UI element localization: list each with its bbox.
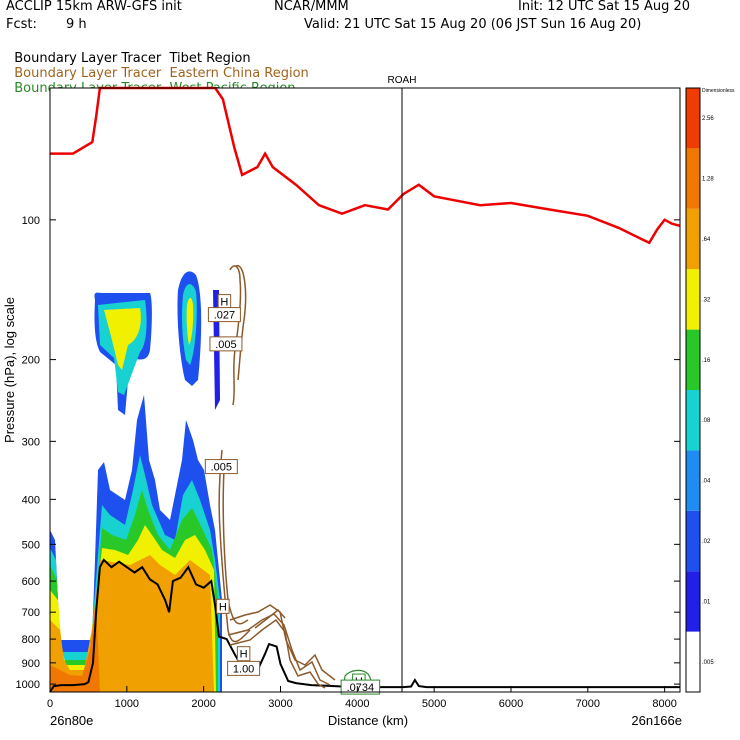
x-tick-label: 0 [47,698,53,710]
init-time: Init: 12 UTC Sat 15 Aug 20 [518,0,691,14]
tracer-plume-1-yellow [104,308,141,370]
ec-contour-2 [235,265,247,381]
valid-time: Valid: 21 UTC Sat 15 Aug 20 (06 JST Sun … [304,17,642,32]
ec-contour-6 [227,613,331,686]
ec-contour-8 [254,608,286,629]
colorbar-tick-label: 2.56 [702,116,714,122]
contour-label: .0734 [347,682,375,694]
x-tick-label: 2000 [191,698,215,710]
contour-label-box [236,646,251,662]
y-tick-label: 600 [22,576,40,588]
tracer-plume-2-yellow [186,297,194,345]
y-axis: 100 200 300 400 500 600 700 800 900 1000 [16,215,680,691]
x-tick-label: 6000 [499,698,523,710]
colorbar-swatch [686,390,700,451]
station-label: ROAH [388,75,417,86]
colorbar-swatch [686,148,700,209]
left-end-label: 26n80e [50,713,93,728]
x-axis-label: Distance (km) [328,713,408,728]
contour-label-box [207,307,241,323]
fcst-label: Fcst: [6,17,37,32]
legend-eastern-china-label: Boundary Layer Tracer [14,66,162,81]
fcst-value: 9 h [66,17,87,32]
colorbar-swatch [686,269,700,330]
colorbar-swatch [686,329,700,390]
contour-label: H [220,297,228,309]
y-tick-label: 900 [22,658,40,670]
contour-label: .027 [214,310,235,322]
y-tick-label: 300 [22,436,40,448]
legend-eastern-china-region: Eastern China Region [169,66,309,81]
colorbar-tick-label: .01 [702,599,711,605]
colorbar-tick-label: .32 [702,297,711,303]
colorbar-swatch [686,450,700,511]
x-tick-label: 8000 [652,698,676,710]
terrain-group [49,558,680,693]
colorbar-tick-label: 1.28 [702,177,714,183]
contour-label-box [340,679,381,695]
y-tick-label: 200 [22,355,40,367]
x-tick-label: 1000 [115,698,139,710]
colorbar-tick-label: .16 [702,358,711,364]
y-tick-label: 400 [22,494,40,506]
colorbar-tick-label: .02 [702,539,711,545]
x-tick-label: 5000 [422,698,446,710]
y-tick-label: 800 [22,634,40,646]
x-tick-label: 7000 [576,698,600,710]
right-end-label: 26n166e [631,713,682,728]
colorbar-title: Dimensionless [702,88,735,94]
contour-label-box [204,459,238,475]
legend-tibet: Boundary Layer Tracer Tibet Region [6,36,251,66]
ec-contour-7 [229,618,326,689]
tracer-lower-red [50,600,100,692]
colorbar-swatch [686,571,700,632]
tracer-fields [50,271,222,692]
legend-tibet-region: Tibet Region [169,51,251,66]
contour-label: H [219,601,227,613]
colorbar-swatch [686,510,700,572]
y-axis-label: Pressure (hPa), log scale [2,297,17,443]
colorbar: .005 .01 .02 .04 .08 .16 .32 .64 1.28 2.56 Dimensi… [685,87,735,693]
ec-contour-4 [222,469,249,625]
colorbar-swatch [686,208,700,270]
colorbar-tick-label: .04 [702,479,711,485]
x-tick-label: 4000 [345,698,369,710]
y-tick-label: 1000 [16,679,40,691]
legend-eastern-china: Boundary Layer Tracer Eastern China Regi… [6,51,309,81]
colorbar-swatch [686,88,700,149]
org-label: NCAR/MMM [274,0,349,14]
colorbar-swatch [686,631,700,692]
y-tick-label: 500 [22,539,40,551]
contour-label: .005 [215,339,236,351]
y-tick-label: 100 [22,215,40,227]
contour-label: 1.00 [233,663,254,675]
eastern-china-contours [218,265,336,689]
y-tick-label: 700 [22,607,40,619]
colorbar-tick-label: .64 [702,237,711,243]
x-tick-label: 3000 [268,698,292,710]
model-title: ACCLIP 15km ARW-GFS init [6,0,182,14]
contour-label: H [240,649,248,661]
colorbar-tick-label: .005 [702,660,714,666]
ec-contour-3 [218,449,251,643]
plot-frame [49,87,681,693]
terrain-line [49,558,680,693]
contour-label-box [209,336,243,352]
colorbar-tick-label: .08 [702,418,711,424]
contour-label-box [216,598,230,614]
legend-tibet-label: Boundary Layer Tracer [14,51,162,66]
contour-label-box [227,660,261,676]
contour-label: .005 [211,462,232,474]
x-axis: 0 1000 2000 3000 4000 5000 6000 7000 8000 [47,686,677,710]
colorbar-frame [685,87,701,693]
